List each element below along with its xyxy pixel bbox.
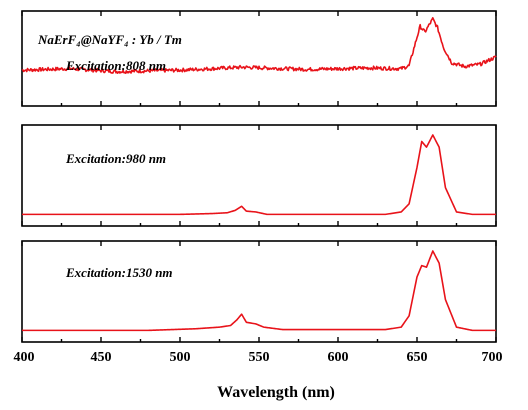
panel-frame-2 — [21, 124, 497, 227]
x-tick-label: 450 — [91, 350, 112, 365]
excitation-label-980: Excitation:980 nm — [65, 151, 166, 166]
x-tick-label: 500 — [170, 350, 191, 365]
x-tick-label: 700 — [482, 350, 503, 365]
panel-frame-3 — [21, 240, 497, 343]
spectrum-trace-980 — [21, 134, 497, 216]
x-axis-label: Wavelength (nm) — [217, 384, 335, 401]
x-axis: 400 450 500 550 600 650 700 — [14, 11, 503, 365]
x-tick-label: 550 — [249, 350, 270, 365]
sample-label: NaErF₄@NaYF₄ : Yb / Tm — [37, 32, 182, 47]
x-tick-label: 400 — [14, 350, 35, 365]
x-tick-label: 600 — [328, 350, 349, 365]
spectrum-trace-1530 — [21, 250, 497, 332]
excitation-label-808: Excitation:808 nm — [65, 58, 166, 73]
excitation-label-1530: Excitation:1530 nm — [65, 265, 173, 280]
x-tick-label: 650 — [407, 350, 428, 365]
spectrum-trace-808 — [21, 16, 497, 74]
